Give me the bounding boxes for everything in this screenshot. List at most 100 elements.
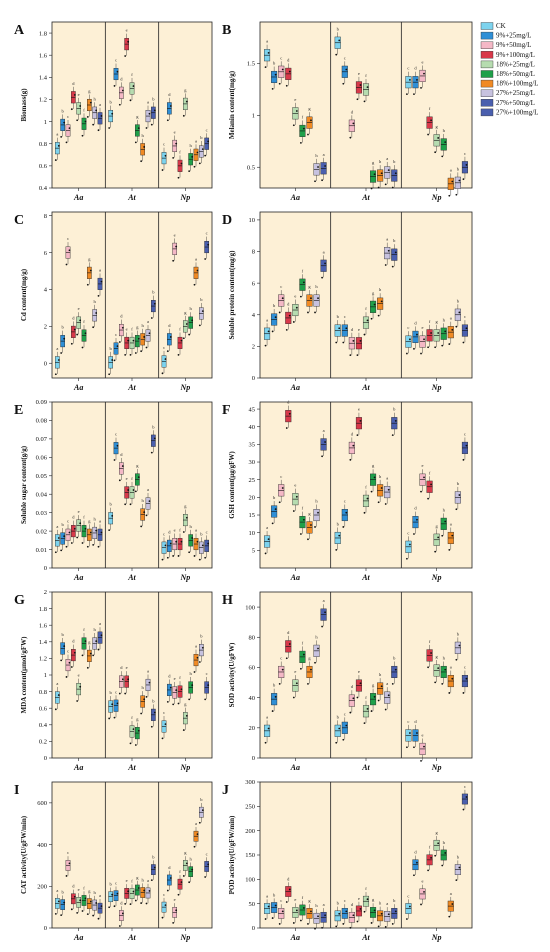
y-tick-label: 1.6 [39, 52, 48, 59]
data-point [79, 319, 82, 322]
data-point [153, 711, 156, 714]
data-point [182, 337, 185, 340]
data-point [60, 914, 63, 917]
data-point [338, 327, 341, 330]
box-At-7: h [140, 133, 146, 163]
data-point [448, 915, 451, 918]
data-point [73, 328, 76, 331]
data-point [129, 99, 132, 102]
significance-letter: a [266, 714, 268, 719]
category-label: At [127, 763, 136, 772]
box-Aa-9: a [320, 902, 327, 929]
data-point [462, 692, 465, 694]
data-point [274, 695, 277, 698]
box-Np-9: c [204, 231, 210, 260]
significance-letter: f [429, 470, 431, 475]
data-point [150, 123, 153, 126]
data-point [307, 538, 309, 541]
significance-letter: b [337, 314, 340, 319]
data-point [137, 729, 140, 732]
data-point [303, 127, 305, 130]
box-At-9: b [391, 898, 398, 925]
box-Aa-1: a [54, 346, 60, 376]
box-Aa-4: d [70, 315, 76, 345]
box-At-8: a [384, 681, 391, 711]
box-Aa-7: g [86, 89, 92, 118]
significance-letter: g [372, 290, 375, 295]
box-At-3: d [348, 109, 355, 139]
box-At-5: f [129, 72, 135, 102]
data-point [118, 692, 121, 695]
data-point [349, 711, 352, 714]
data-point [420, 352, 422, 355]
data-point [198, 558, 201, 561]
y-tick-label: 250 [245, 804, 255, 811]
significance-letter: g [372, 683, 375, 688]
data-point [63, 337, 66, 340]
box-At-2: c [113, 432, 119, 461]
significance-letter: e [126, 665, 128, 670]
data-point [137, 476, 140, 479]
significance-letter: g [184, 87, 187, 92]
data-point [148, 500, 151, 503]
data-point [166, 119, 169, 122]
significance-letter: g [372, 160, 375, 165]
box-Aa-9: a [320, 598, 327, 628]
data-point [458, 494, 461, 496]
data-point [271, 330, 274, 333]
y-tick-label: 6 [252, 280, 256, 287]
data-point [116, 702, 119, 705]
box-Np-5: g [182, 504, 188, 533]
data-point [267, 51, 270, 54]
data-point [420, 903, 422, 906]
data-point [118, 479, 121, 482]
y-tick-label: 8 [252, 249, 255, 256]
box-Np-7: a [447, 167, 454, 197]
box-Np-6: h [188, 306, 194, 336]
box-Np-8: b [454, 166, 461, 196]
data-point [349, 926, 352, 929]
data-point [300, 295, 302, 298]
significance-letter: f [429, 845, 431, 850]
significance-letter: b [110, 690, 113, 695]
significance-letter: a [323, 428, 325, 433]
legend-label: 27%+100mg/L [496, 108, 538, 116]
data-point [300, 919, 302, 922]
significance-letter: f [429, 639, 431, 644]
box-Aa-3: c [278, 898, 285, 925]
data-point [441, 683, 444, 685]
significance-letter: c [163, 892, 165, 897]
box-Np-5: g [433, 654, 440, 684]
significance-letter: h [142, 498, 145, 503]
data-point [89, 652, 92, 655]
box-Aa-2: b [60, 108, 66, 138]
box-Aa-2: b [60, 522, 66, 552]
data-point [267, 538, 270, 541]
box-Aa-6: f [81, 107, 87, 137]
significance-letter: f [83, 515, 85, 520]
data-point [391, 683, 394, 685]
data-point [455, 508, 458, 511]
significance-letter: g [184, 702, 187, 707]
box-At-4: e [355, 407, 362, 437]
significance-letter: b [152, 424, 155, 429]
box-Aa-2: b [60, 325, 66, 354]
box-Np-3: e [172, 897, 178, 924]
data-point [137, 337, 140, 340]
legend-swatch [480, 60, 494, 69]
data-point [300, 141, 302, 144]
data-point [285, 657, 288, 660]
data-point [349, 136, 352, 139]
significance-letter: d [414, 719, 417, 724]
significance-letter: h [94, 516, 97, 521]
data-point [132, 85, 135, 87]
box-Aa-5: e [76, 92, 82, 122]
panel-letter: D [222, 213, 232, 228]
data-point [370, 922, 373, 924]
data-point [161, 372, 164, 375]
box-Np-1: c [405, 66, 412, 95]
data-point [150, 317, 153, 319]
significance-letter: h [379, 287, 382, 292]
significance-letter: c [344, 55, 346, 60]
data-point [180, 339, 183, 342]
